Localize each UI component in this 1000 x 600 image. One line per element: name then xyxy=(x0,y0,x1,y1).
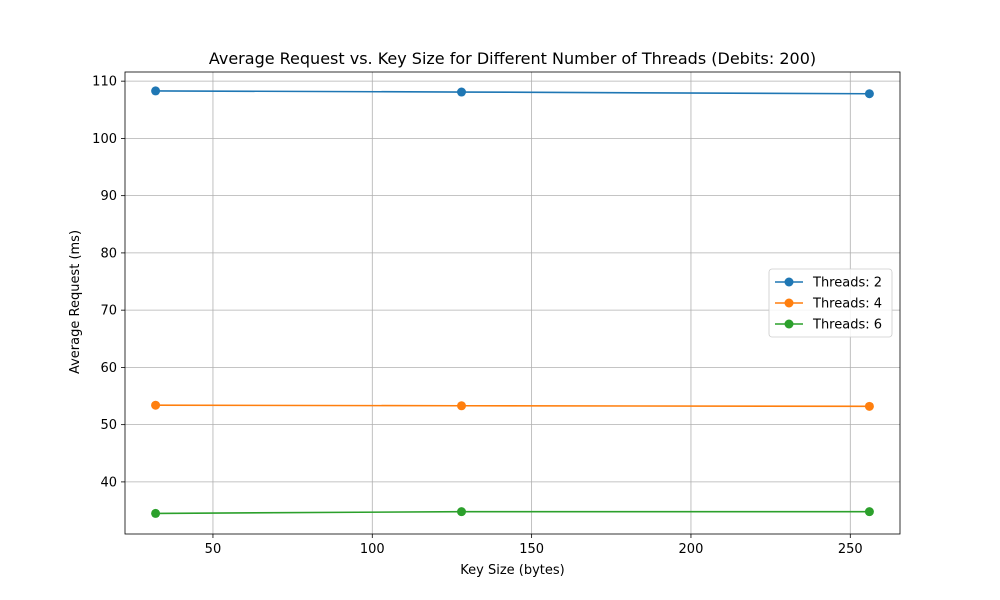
y-tick-label: 110 xyxy=(92,75,117,90)
data-point xyxy=(864,401,874,411)
x-tick-label: 150 xyxy=(519,542,544,557)
x-tick-label: 250 xyxy=(838,542,863,557)
legend-entry: Threads: 2 xyxy=(812,276,882,291)
legend-box xyxy=(768,268,893,338)
data-point xyxy=(151,508,161,518)
data-point xyxy=(457,401,467,411)
legend-marker xyxy=(784,319,794,329)
x-tick-label: 100 xyxy=(360,542,385,557)
plot-frame xyxy=(124,71,901,535)
y-tick-label: 100 xyxy=(92,132,117,147)
x-tick-label: 50 xyxy=(205,542,222,557)
y-tick-label: 90 xyxy=(100,189,117,204)
data-point xyxy=(864,89,874,99)
y-tick-label: 60 xyxy=(100,361,117,376)
legend-entry: Threads: 6 xyxy=(812,318,882,333)
y-tick-label: 80 xyxy=(100,246,117,261)
series-line xyxy=(155,510,870,515)
y-tick-label: 70 xyxy=(100,304,117,319)
legend-marker xyxy=(784,277,794,287)
data-point xyxy=(457,87,467,97)
y-tick-label: 40 xyxy=(100,475,117,490)
y-axis-label: Average Request (ms) xyxy=(68,230,83,374)
legend-marker xyxy=(784,298,794,308)
axes: 50 100 150 200 250 40 50 60 70 80 90 100 110 xyxy=(92,71,901,557)
data-point xyxy=(151,400,161,410)
series-line xyxy=(155,404,870,408)
chart-title: Average Request vs. Key Size for Differe… xyxy=(209,49,816,68)
data-point xyxy=(151,86,161,96)
data-point xyxy=(864,507,874,517)
series-line xyxy=(155,90,870,95)
legend-entry: Threads: 4 xyxy=(812,297,882,312)
x-tick-label: 200 xyxy=(679,542,704,557)
series-lines xyxy=(151,86,874,518)
data-point xyxy=(457,507,467,517)
x-axis-label: Key Size (bytes) xyxy=(460,563,564,578)
y-tick-label: 50 xyxy=(100,418,117,433)
legend: Threads: 2 Threads: 4 Threads: 6 xyxy=(768,268,893,338)
